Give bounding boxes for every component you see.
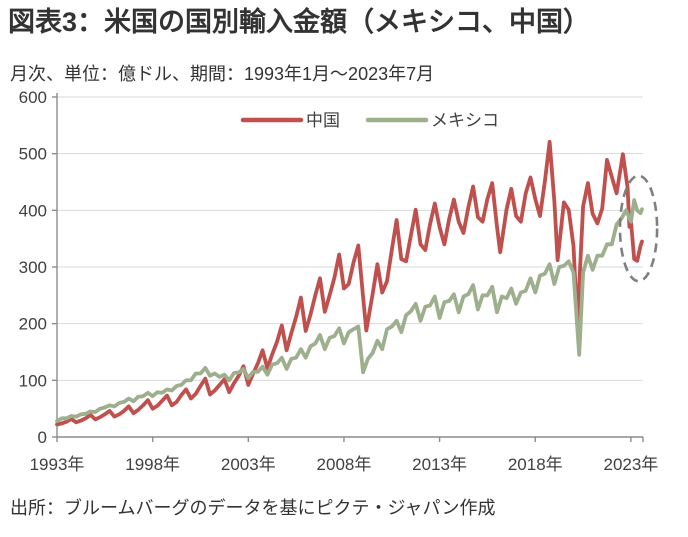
- highlight-ellipse: [618, 174, 659, 283]
- series-line-china: [55, 139, 644, 427]
- series-line-mexico: [55, 198, 644, 423]
- x-tick-label-2003: 2003年: [221, 455, 276, 474]
- legend-label-mexico: メキシコ: [431, 111, 499, 130]
- y-tick-label-600: 600: [19, 88, 47, 107]
- y-tick-label-200: 200: [19, 315, 47, 334]
- chart-title: 図表3：米国の国別輸入金額（メキシコ、中国）: [8, 7, 591, 37]
- y-tick-label-400: 400: [19, 201, 47, 220]
- imports-line-chart: 0 100 200 300 400 500 600 1993年 1998年 2003年 2008年 2…: [19, 88, 659, 474]
- source-note: 出所：ブルームバーグのデータを基にピクテ・ジャパン作成: [10, 498, 496, 518]
- y-tick-label-100: 100: [19, 371, 47, 390]
- x-tick-label-2023: 2023年: [603, 455, 658, 474]
- x-tick-label-1993: 1993年: [30, 455, 85, 474]
- x-tick-label-2008: 2008年: [317, 455, 372, 474]
- y-tick-label-300: 300: [19, 258, 47, 277]
- x-tick-label-2018: 2018年: [508, 455, 563, 474]
- y-tick-label-0: 0: [38, 428, 47, 447]
- y-tick-label-500: 500: [19, 145, 47, 164]
- x-tick-label-2013: 2013年: [412, 455, 467, 474]
- chart-subtitle: 月次、単位：億ドル、期間：1993年1月～2023年7月: [10, 64, 435, 84]
- x-tick-label-1998: 1998年: [125, 455, 180, 474]
- legend-label-china: 中国: [306, 111, 340, 130]
